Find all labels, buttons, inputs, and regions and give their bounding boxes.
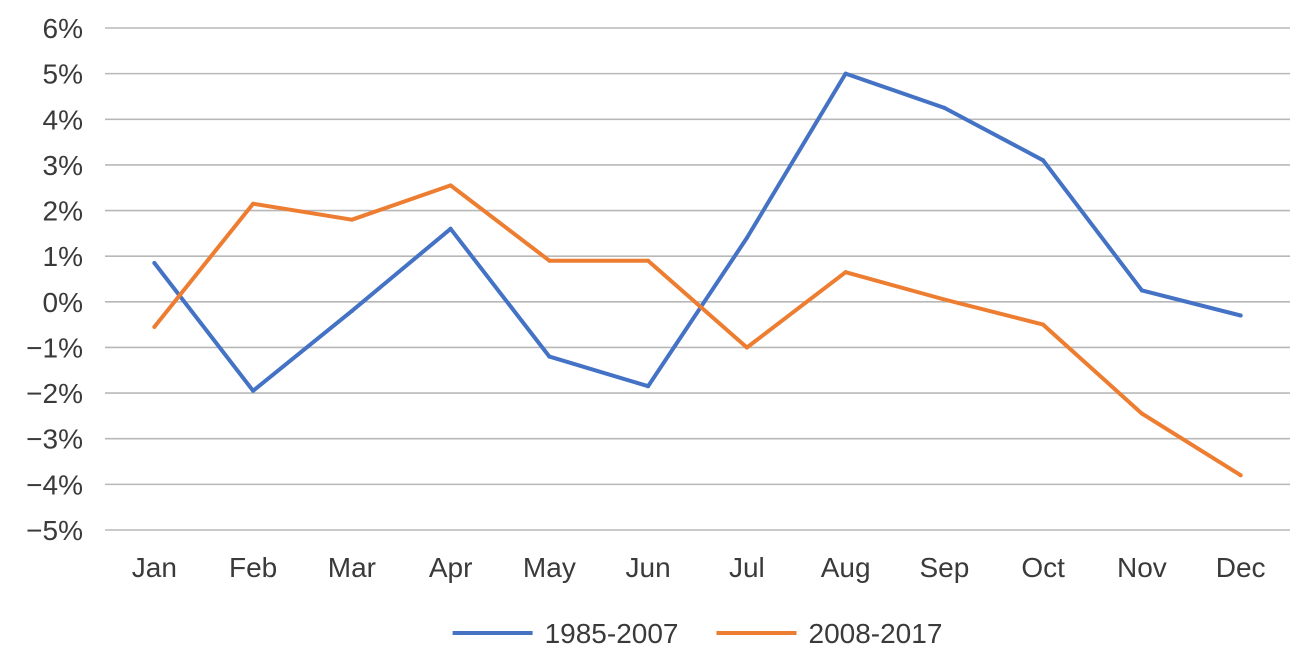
legend: 1985-2007 2008-2017 [452,618,943,649]
data-point-1985-2007-Jun [646,384,651,389]
data-point-1985-2007-Nov [1139,288,1144,293]
y-tick-label: 4% [43,104,83,135]
data-point-2008-2017-Mar [349,217,354,222]
x-tick-label: Mar [328,552,376,583]
y-tick-label: −1% [26,332,83,363]
gridlines [105,27,1290,531]
x-tick-label: Dec [1216,552,1266,583]
data-point-2008-2017-Oct [1041,322,1046,327]
data-point-2008-2017-Feb [251,201,256,206]
data-point-1985-2007-Feb [251,388,256,393]
data-point-2008-2017-Jan [152,324,157,329]
data-point-1985-2007-Dec [1238,313,1243,318]
y-tick-label: 5% [43,59,83,90]
y-tick-label: −2% [26,378,83,409]
x-tick-label: Jun [626,552,671,583]
data-point-1985-2007-Apr [448,226,453,231]
series-lines [152,71,1243,478]
data-point-2008-2017-Aug [843,270,848,275]
y-tick-label: 3% [43,150,83,181]
y-axis-tick-labels: 6% 5% 4% 3% 2% 1% 0% −1% −2% −3% −4% −5% [26,13,83,546]
data-point-1985-2007-Mar [349,308,354,313]
x-tick-label: Feb [229,552,277,583]
data-point-1985-2007-May [547,354,552,359]
legend-label: 1985-2007 [545,618,679,649]
data-point-1985-2007-Sep [942,105,947,110]
x-tick-label: Sep [919,552,969,583]
y-tick-label: 0% [43,287,83,318]
x-tick-label: May [523,552,576,583]
y-tick-label: −5% [26,515,83,546]
x-tick-label: Oct [1021,552,1065,583]
data-point-2008-2017-Jul [744,345,749,350]
data-point-2008-2017-Dec [1238,473,1243,478]
data-point-1985-2007-Jan [152,261,157,266]
x-tick-label: Aug [821,552,871,583]
data-point-2008-2017-Sep [942,297,947,302]
x-tick-label: Nov [1117,552,1167,583]
x-tick-label: Apr [429,552,473,583]
data-point-1985-2007-Aug [843,71,848,76]
y-tick-label: −4% [26,469,83,500]
data-point-2008-2017-Apr [448,183,453,188]
legend-label: 2008-2017 [809,618,943,649]
x-axis-tick-labels: Jan Feb Mar Apr May Jun Jul Aug Sep Oct Nov Dec [132,552,1266,583]
data-point-2008-2017-Nov [1139,411,1144,416]
data-point-2008-2017-Jun [646,258,651,263]
x-tick-label: Jan [132,552,177,583]
y-tick-label: 2% [43,196,83,227]
y-tick-label: 6% [43,13,83,44]
x-tick-label: Jul [729,552,765,583]
y-tick-label: 1% [43,241,83,272]
series-line-1985-2007 [152,71,1243,393]
data-point-1985-2007-Oct [1041,158,1046,163]
data-point-2008-2017-May [547,258,552,263]
data-point-1985-2007-Jul [744,235,749,240]
y-tick-label: −3% [26,424,83,455]
series-line-2008-2017 [152,183,1243,478]
